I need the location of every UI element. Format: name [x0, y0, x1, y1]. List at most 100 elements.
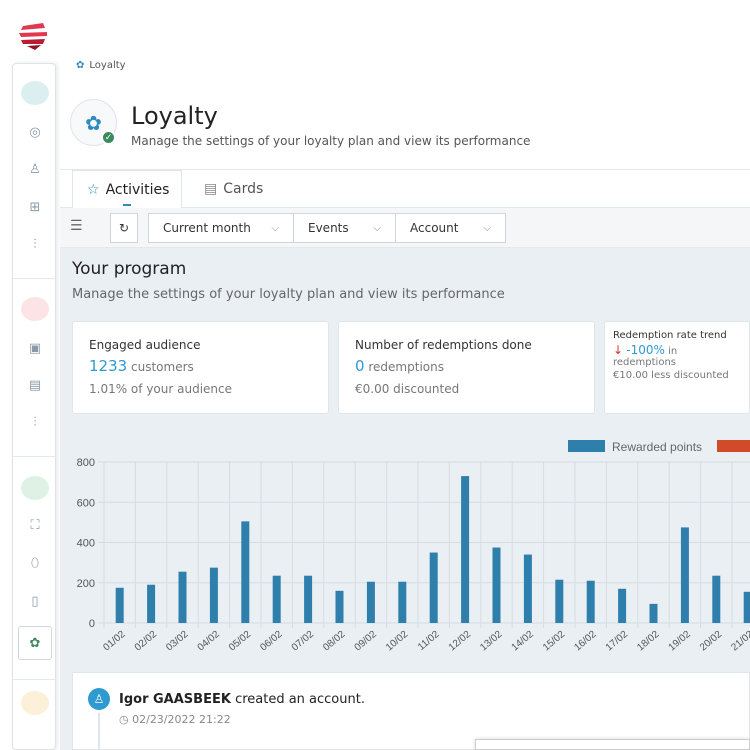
dashboard-icon[interactable]: ◎ — [29, 124, 41, 140]
contacts-icon[interactable]: ♙ — [29, 161, 41, 177]
settings-sliders-icon[interactable]: ⫶ — [33, 414, 37, 430]
settings-sliders-icon[interactable]: ⫶ — [33, 236, 37, 252]
x-tick-label: 03/02 — [164, 629, 191, 654]
tab-label: Cards — [223, 181, 264, 197]
x-tick-label: 05/02 — [227, 629, 254, 654]
toolbar: ☰ ↻ Current month ⌵ Events ⌵ Account ⌵ — [60, 208, 750, 248]
card-unit: in redemptions — [613, 346, 678, 368]
card-sub: €10.00 less discounted — [613, 370, 729, 381]
bar — [178, 571, 187, 623]
dropdown-label: Current month — [163, 221, 251, 235]
bar — [649, 603, 658, 623]
tag-icon[interactable]: ⬯ — [30, 555, 40, 571]
y-tick-label: 200 — [77, 578, 95, 590]
x-tick-label: 20/02 — [698, 629, 725, 654]
app-logo[interactable] — [17, 20, 49, 52]
period-dropdown[interactable]: Current month ⌵ — [148, 213, 294, 243]
y-tick-label: 400 — [77, 538, 95, 550]
page-subtitle: Manage the settings of your loyalty plan… — [131, 134, 531, 148]
y-tick-label: 0 — [89, 618, 95, 630]
card-sub: 1.01% of your audience — [89, 382, 232, 396]
page-title: Loyalty — [131, 102, 218, 130]
bar — [523, 554, 532, 623]
sidebar: ◎ ♙ ⊞ ⫶ ▣ ▤ ⫶ ⛶ ⬯ ▯ ✿ — [12, 63, 56, 750]
apps-icon[interactable]: ⊞ — [29, 199, 41, 215]
loyalty-app-icon[interactable] — [21, 476, 49, 500]
stat-card-engaged: Engaged audience 1233 customers 1.01% of… — [72, 321, 329, 414]
bookmark-icon[interactable]: ▯ — [31, 593, 39, 609]
card-unit: customers — [131, 360, 194, 374]
stat-card-redemptions: Number of redemptions done 0 redemptions… — [338, 321, 595, 414]
x-tick-label: 11/02 — [416, 629, 442, 653]
bar — [335, 590, 344, 623]
card-value: -100% — [626, 343, 665, 357]
bar — [429, 552, 438, 623]
bar — [618, 588, 627, 623]
bar — [398, 581, 407, 623]
other-app-icon[interactable] — [21, 691, 49, 715]
user-avatar-icon: ♙ — [88, 688, 110, 710]
x-tick-label: 06/02 — [258, 629, 285, 654]
popup-panel — [475, 739, 750, 750]
activity-action: created an account. — [235, 692, 365, 707]
card-unit: redemptions — [368, 360, 444, 374]
bar — [461, 476, 470, 623]
x-tick-label: 12/02 — [447, 629, 474, 654]
check-icon: ✓ — [101, 130, 116, 145]
store-icon[interactable]: ▤ — [28, 377, 42, 393]
x-tick-label: 01/02 — [101, 629, 128, 654]
card-title: Number of redemptions done — [355, 338, 532, 352]
bag-icon[interactable]: ▣ — [28, 340, 42, 356]
legend-swatch — [717, 440, 750, 452]
marketing-app-icon[interactable] — [21, 81, 49, 105]
bar — [241, 521, 250, 623]
events-dropdown[interactable]: Events ⌵ — [293, 213, 396, 243]
x-tick-label: 08/02 — [321, 629, 348, 654]
dropdown-label: Events — [308, 221, 349, 235]
x-tick-label: 09/02 — [353, 629, 380, 654]
bar — [555, 579, 564, 623]
card-value: 1233 — [89, 357, 128, 375]
bar — [586, 580, 595, 623]
stat-card-trend: Redemption rate trend ↓ -100% in redempt… — [604, 321, 750, 414]
rewarded-points-chart: 0 200 400 600 800 01/02 02/02 03/02 04/02 05/02 06… — [77, 440, 750, 654]
sales-app-icon[interactable] — [21, 297, 49, 321]
x-tick-label: 16/02 — [572, 629, 599, 654]
bar — [115, 587, 124, 623]
loyalty-icon[interactable]: ✿ — [18, 626, 52, 660]
chevron-down-icon: ⌵ — [271, 222, 279, 234]
x-tick-label: 18/02 — [635, 629, 662, 654]
x-tick-label: 07/02 — [290, 629, 317, 654]
filter-sliders-icon[interactable]: ☰ — [70, 218, 83, 234]
x-tick-label: 21/02 — [729, 629, 750, 654]
chevron-down-icon: ⌵ — [483, 222, 491, 234]
tab-activities[interactable]: ☆ Activities — [72, 170, 182, 208]
x-tick-label: 04/02 — [196, 629, 223, 654]
timeline-line — [98, 713, 100, 749]
chevron-down-icon: ⌵ — [373, 222, 381, 234]
x-tick-label: 10/02 — [384, 629, 411, 654]
bar — [680, 527, 689, 623]
tabs: ☆ Activities ▤ Cards — [60, 170, 750, 208]
legend-label: Rewarded points — [612, 440, 702, 454]
section-title: Your program — [72, 259, 187, 279]
breadcrumb[interactable]: ✿ Loyalty — [76, 60, 126, 71]
tab-cards[interactable]: ▤ Cards — [190, 170, 277, 208]
activity-user[interactable]: Igor GAASBEEK — [119, 692, 231, 707]
arrow-down-icon: ↓ — [613, 343, 624, 357]
refresh-button[interactable]: ↻ — [110, 213, 138, 243]
y-tick-label: 600 — [77, 497, 95, 509]
breadcrumb-item[interactable]: Loyalty — [89, 60, 126, 71]
x-tick-label: 17/02 — [604, 629, 631, 654]
account-dropdown[interactable]: Account ⌵ — [395, 213, 506, 243]
tab-label: Activities — [105, 181, 170, 198]
activity-time: 02/23/2022 21:22 — [132, 713, 231, 726]
page-header — [60, 55, 750, 170]
x-tick-label: 19/02 — [667, 629, 694, 654]
bar — [366, 581, 375, 623]
x-tick-label: 14/02 — [510, 629, 537, 654]
bar — [743, 591, 750, 623]
bar — [492, 547, 501, 623]
scan-icon[interactable]: ⛶ — [30, 517, 40, 533]
clock-icon: ◷ — [119, 713, 129, 726]
